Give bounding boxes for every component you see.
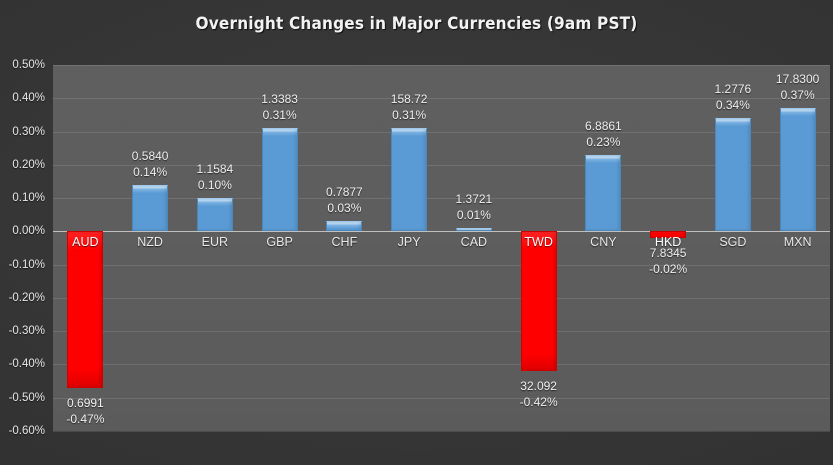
gridline	[53, 131, 830, 133]
bar-percent-label: 0.37%	[780, 88, 815, 103]
data-label-cad: 1.3721 0.01%	[456, 191, 493, 223]
x-axis-label-sgd: SGD	[719, 235, 747, 250]
bar-slot: TWD 32.092 -0.42%	[506, 65, 571, 431]
bar-jpy[interactable]	[391, 128, 428, 232]
bar-slot: SGD 1.2776 0.34%	[701, 65, 766, 431]
bar-slot: NZD 0.5840 0.14%	[118, 65, 183, 431]
data-label-sgd: 1.2776 0.34%	[715, 81, 752, 113]
bar-rate-label: 0.6991	[67, 395, 104, 410]
y-axis-tick-label: 0.50%	[12, 59, 45, 71]
bar-aud[interactable]	[67, 231, 104, 388]
x-axis-label-chf: CHF	[331, 235, 358, 250]
gridline	[53, 397, 830, 399]
x-axis-label-cad: CAD	[460, 235, 488, 250]
x-axis-label-nzd: NZD	[137, 235, 163, 250]
gridline	[53, 297, 830, 299]
y-axis-tick-label: 0.10%	[12, 192, 45, 205]
bar-slot: MXN 17.8300 0.37%	[765, 65, 830, 431]
y-axis-tick-label: 0.40%	[12, 92, 45, 105]
bar-rate-label: 32.092	[520, 379, 557, 394]
gridline	[53, 331, 830, 333]
bar-eur[interactable]	[196, 198, 233, 232]
data-label-eur: 1.1584 0.10%	[197, 161, 234, 193]
gridline	[53, 364, 830, 366]
x-axis-label-eur: EUR	[201, 235, 229, 250]
bar-rate-label: 0.7877	[326, 185, 363, 200]
data-label-gbp: 1.3383 0.31%	[261, 91, 298, 123]
bar-percent-label: 0.10%	[197, 178, 232, 193]
x-axis-label-mxn: MXN	[783, 235, 812, 250]
y-axis-tick-label: -0.30%	[8, 325, 45, 338]
data-label-twd: 32.092 -0.42%	[520, 378, 558, 410]
bar-cny[interactable]	[585, 154, 622, 232]
bar-cad[interactable]	[455, 228, 492, 232]
bar-percent-label: 0.01%	[456, 208, 491, 223]
data-label-jpy: 158.72 0.31%	[391, 91, 428, 123]
bar-sgd[interactable]	[714, 118, 751, 232]
y-axis-tick-label: -0.10%	[8, 258, 45, 271]
bar-percent-label: 0.31%	[262, 108, 297, 123]
bar-percent-label: 0.14%	[133, 164, 168, 179]
bar-rate-label: 1.2776	[714, 82, 752, 97]
x-axis-label-hkd: HKD	[654, 235, 682, 250]
gridline	[53, 164, 830, 166]
bar-percent-label: 0.03%	[327, 201, 362, 216]
x-axis-label-aud: AUD	[72, 235, 99, 250]
zero-axis-line	[53, 231, 830, 233]
bar-chf[interactable]	[326, 221, 363, 232]
bar-rate-label: 0.5840	[131, 148, 169, 163]
bar-percent-label: 0.34%	[715, 98, 750, 113]
bar-percent-label: -0.02%	[649, 262, 688, 277]
data-label-aud: 0.6991 -0.47%	[66, 395, 104, 427]
data-label-mxn: 17.8300 0.37%	[776, 71, 819, 103]
y-axis-tick-label: 0.20%	[12, 158, 45, 171]
bar-slot: CNY 6.8861 0.23%	[571, 65, 636, 431]
y-axis-tick-label: 0.00%	[12, 225, 45, 238]
data-label-chf: 0.7877 0.03%	[326, 184, 363, 216]
bar-rate-label: 7.8345	[649, 246, 687, 261]
bar-slot: HKD 7.8345 -0.02%	[636, 65, 701, 431]
bar-mxn[interactable]	[779, 108, 816, 232]
bar-percent-label: 0.23%	[586, 134, 621, 149]
bar-rate-label: 17.8300	[775, 72, 820, 87]
gridline	[53, 264, 830, 266]
y-axis-tick-label: -0.40%	[8, 358, 45, 371]
gridline	[53, 198, 830, 200]
bar-rate-label: 1.3721	[455, 192, 493, 207]
gridline	[53, 65, 830, 66]
bar-rate-label: 1.1584	[196, 162, 234, 177]
bar-slot: CAD 1.3721 0.01%	[442, 65, 507, 431]
bar-slot: CHF 0.7877 0.03%	[312, 65, 377, 431]
x-axis-label-jpy: JPY	[397, 235, 421, 250]
y-axis-tick-label: -0.20%	[8, 291, 45, 304]
bar-percent-label: 0.31%	[392, 108, 427, 123]
x-axis-label-cny: CNY	[590, 235, 617, 250]
y-axis-tick-label: 0.30%	[12, 125, 45, 138]
x-axis-label-gbp: GBP	[266, 235, 293, 250]
bar-slot: EUR 1.1584 0.10%	[183, 65, 248, 431]
data-label-nzd: 0.5840 0.14%	[132, 148, 169, 180]
bar-hkd[interactable]	[650, 231, 687, 238]
data-label-cny: 6.8861 0.23%	[585, 118, 622, 150]
bar-nzd[interactable]	[132, 184, 169, 232]
bar-rate-label: 158.72	[390, 92, 428, 107]
bar-gbp[interactable]	[261, 128, 298, 232]
bar-twd[interactable]	[520, 231, 557, 372]
bar-rate-label: 1.3383	[261, 92, 298, 107]
gridline	[53, 431, 830, 432]
plot-area: AUD 0.6991 -0.47% NZD 0.5840 0.14% EUR 1.1584 0.…	[53, 65, 830, 432]
bar-rate-label: 6.8861	[585, 118, 622, 133]
y-axis-tick-label: -0.50%	[8, 391, 45, 404]
data-label-hkd: 7.8345 -0.02%	[649, 245, 687, 277]
chart-title: Overnight Changes in Major Currencies (9…	[195, 14, 638, 34]
gridline	[53, 98, 830, 100]
bar-slot: JPY 158.72 0.31%	[377, 65, 442, 431]
x-axis-label-twd: TWD	[524, 235, 553, 250]
bar-slot: AUD 0.6991 -0.47%	[53, 65, 118, 431]
y-axis-tick-label: -0.60%	[8, 425, 45, 437]
bar-slot: GBP 1.3383 0.31%	[247, 65, 312, 431]
bar-percent-label: -0.47%	[66, 411, 105, 426]
bar-percent-label: -0.42%	[519, 395, 558, 410]
